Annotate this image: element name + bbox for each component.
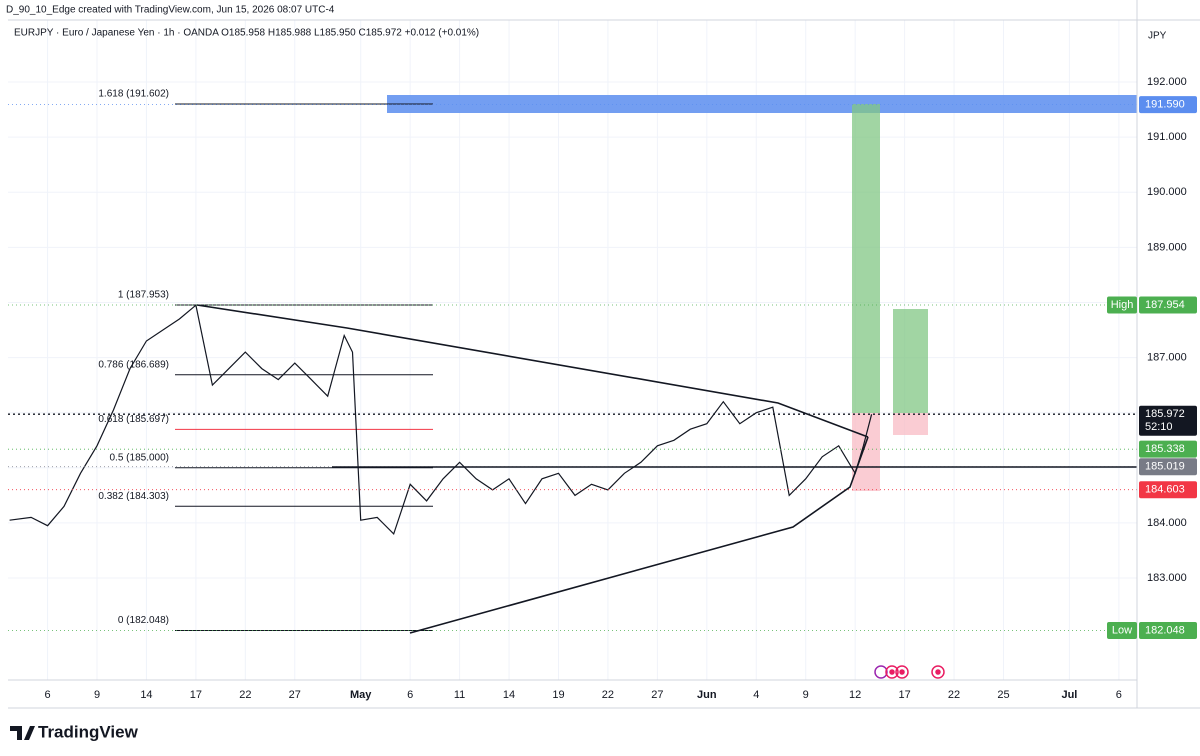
price-tag bbox=[1139, 622, 1197, 640]
y-tick-label: 187.000 bbox=[1147, 351, 1187, 363]
x-tick-label: 17 bbox=[898, 689, 910, 701]
x-tick-label: Jun bbox=[697, 689, 717, 701]
price-tag-title: Low bbox=[1112, 624, 1132, 636]
price-tag bbox=[1139, 405, 1197, 436]
y-tick-label: 189.000 bbox=[1147, 241, 1187, 253]
x-tick-label: May bbox=[350, 689, 372, 701]
x-tick-label: 22 bbox=[602, 689, 614, 701]
y-tick-label: 192.000 bbox=[1147, 76, 1187, 88]
x-tick-label: 25 bbox=[997, 689, 1009, 701]
price-line bbox=[9, 304, 873, 536]
price-tag-label: 187.954 bbox=[1145, 299, 1185, 311]
x-tick-label: 9 bbox=[803, 689, 809, 701]
currency: JPY bbox=[1148, 31, 1167, 42]
symbol-info: EURJPY · Euro / Japanese Yen · 1h · OAND… bbox=[14, 28, 479, 39]
x-tick-label: 12 bbox=[849, 689, 861, 701]
x-tick-label: 6 bbox=[44, 689, 50, 701]
long-profit bbox=[893, 309, 928, 413]
price-tag-label: 182.048 bbox=[1145, 624, 1185, 636]
x-tick-label: 14 bbox=[140, 689, 152, 701]
price-tag-title-bg bbox=[1107, 622, 1137, 640]
x-tick-label: 22 bbox=[948, 689, 960, 701]
triangle bbox=[196, 304, 1137, 634]
price-tag-label: 185.338 bbox=[1145, 443, 1185, 455]
y-tick-label: 184.000 bbox=[1147, 517, 1187, 529]
countdown: 52:10 bbox=[1145, 421, 1173, 433]
price-tag bbox=[1139, 481, 1197, 499]
target-zone bbox=[387, 95, 1137, 113]
event-icons bbox=[874, 665, 945, 679]
price-tag bbox=[1139, 458, 1197, 476]
x-tick-label: 14 bbox=[503, 689, 515, 701]
fib-label: 0.618 (185.697) bbox=[98, 414, 169, 425]
x-tick-label: 19 bbox=[552, 689, 564, 701]
fib-label: 1.618 (191.602) bbox=[98, 89, 169, 100]
x-tick-label: Jul bbox=[1061, 689, 1077, 701]
fib-label: 0 (182.048) bbox=[118, 615, 169, 626]
price-tag bbox=[1139, 96, 1197, 114]
fib-label: 0.5 (185.000) bbox=[110, 452, 170, 463]
price-tag-title-bg bbox=[1107, 296, 1137, 314]
plot bbox=[8, 103, 1137, 632]
y-tick-label: 190.000 bbox=[1147, 186, 1187, 198]
long-profit bbox=[852, 104, 880, 413]
long-loss bbox=[893, 413, 928, 435]
x-tick-label: 9 bbox=[94, 689, 100, 701]
x-tick-label: 17 bbox=[190, 689, 202, 701]
x-tick-label: 6 bbox=[407, 689, 413, 701]
long-loss bbox=[852, 413, 880, 491]
x-tick-label: 27 bbox=[289, 689, 301, 701]
price-tag-label: 191.590 bbox=[1145, 99, 1185, 111]
price-tag-label: 185.019 bbox=[1145, 461, 1185, 473]
logo-mark bbox=[10, 726, 35, 740]
price-tag bbox=[1139, 440, 1197, 458]
logo: TradingView bbox=[38, 722, 139, 741]
x-tick-label: 27 bbox=[651, 689, 663, 701]
lower-trendline bbox=[409, 436, 869, 634]
fib-label: 0.786 (186.689) bbox=[98, 359, 169, 370]
price-tag-label: 185.972 bbox=[1145, 408, 1185, 420]
grid bbox=[8, 20, 1137, 680]
upper-trendline bbox=[196, 304, 869, 438]
attribution: D_90_10_Edge created with TradingView.co… bbox=[6, 5, 335, 16]
x-tick-label: 22 bbox=[239, 689, 251, 701]
price-tag-title: High bbox=[1111, 299, 1134, 311]
fib-label: 1 (187.953) bbox=[118, 290, 169, 301]
y-tick-label: 183.000 bbox=[1147, 572, 1187, 584]
x-tick-label: 11 bbox=[454, 689, 465, 701]
price-tag bbox=[1139, 296, 1197, 314]
price-tag-label: 184.603 bbox=[1145, 484, 1185, 496]
y-tick-label: 191.000 bbox=[1147, 131, 1187, 143]
x-tick-label: 4 bbox=[753, 689, 759, 701]
x-tick-label: 6 bbox=[1116, 689, 1122, 701]
fib-label: 0.382 (184.303) bbox=[98, 491, 169, 502]
